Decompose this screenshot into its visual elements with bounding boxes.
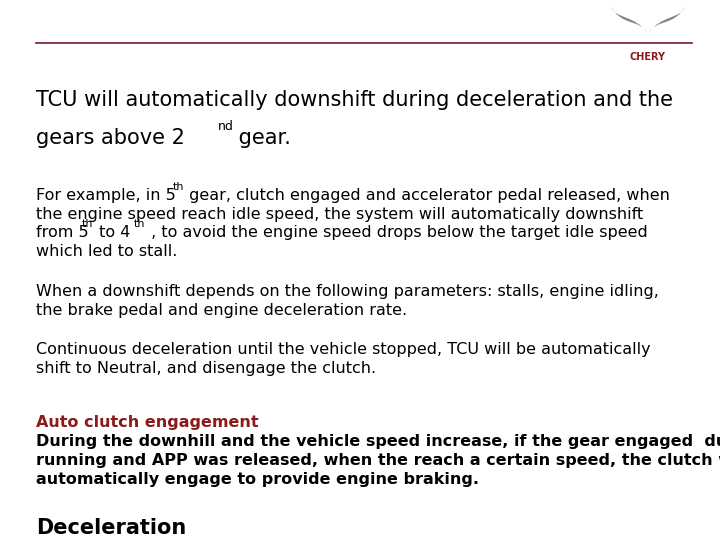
Text: the engine speed reach idle speed, the system will automatically downshift: the engine speed reach idle speed, the s… (36, 207, 643, 222)
Text: When a downshift depends on the following parameters: stalls, engine idling,: When a downshift depends on the followin… (36, 284, 659, 299)
Text: During the downhill and the vehicle speed increase, if the gear engaged  during: During the downhill and the vehicle spee… (36, 434, 720, 449)
Text: the brake pedal and engine deceleration rate.: the brake pedal and engine deceleration … (36, 303, 407, 318)
Text: CHERY: CHERY (630, 51, 666, 62)
Text: , to avoid the engine speed drops below the target idle speed: , to avoid the engine speed drops below … (146, 225, 648, 240)
Text: th: th (82, 219, 94, 229)
Text: which led to stall.: which led to stall. (36, 244, 177, 259)
Text: automatically engage to provide engine braking.: automatically engage to provide engine b… (36, 472, 479, 487)
Text: running and APP was released, when the reach a certain speed, the clutch will: running and APP was released, when the r… (36, 453, 720, 468)
Text: Deceleration: Deceleration (36, 518, 186, 538)
Text: gear, clutch engaged and accelerator pedal released, when: gear, clutch engaged and accelerator ped… (184, 188, 670, 203)
Text: nd: nd (218, 120, 234, 133)
Text: Continuous deceleration until the vehicle stopped, TCU will be automatically: Continuous deceleration until the vehicl… (36, 342, 651, 357)
PathPatch shape (648, 6, 685, 33)
Text: th: th (134, 219, 145, 229)
Text: TCU will automatically downshift during deceleration and the: TCU will automatically downshift during … (36, 90, 673, 110)
Text: For example, in 5: For example, in 5 (36, 188, 176, 203)
Text: gears above 2: gears above 2 (36, 128, 185, 148)
PathPatch shape (611, 6, 648, 33)
Text: to 4: to 4 (94, 225, 130, 240)
Text: gear.: gear. (232, 128, 291, 148)
Text: shift to Neutral, and disengage the clutch.: shift to Neutral, and disengage the clut… (36, 361, 376, 376)
Text: from 5: from 5 (36, 225, 89, 240)
Text: th: th (173, 182, 184, 192)
Text: Auto clutch engagement: Auto clutch engagement (36, 415, 258, 430)
